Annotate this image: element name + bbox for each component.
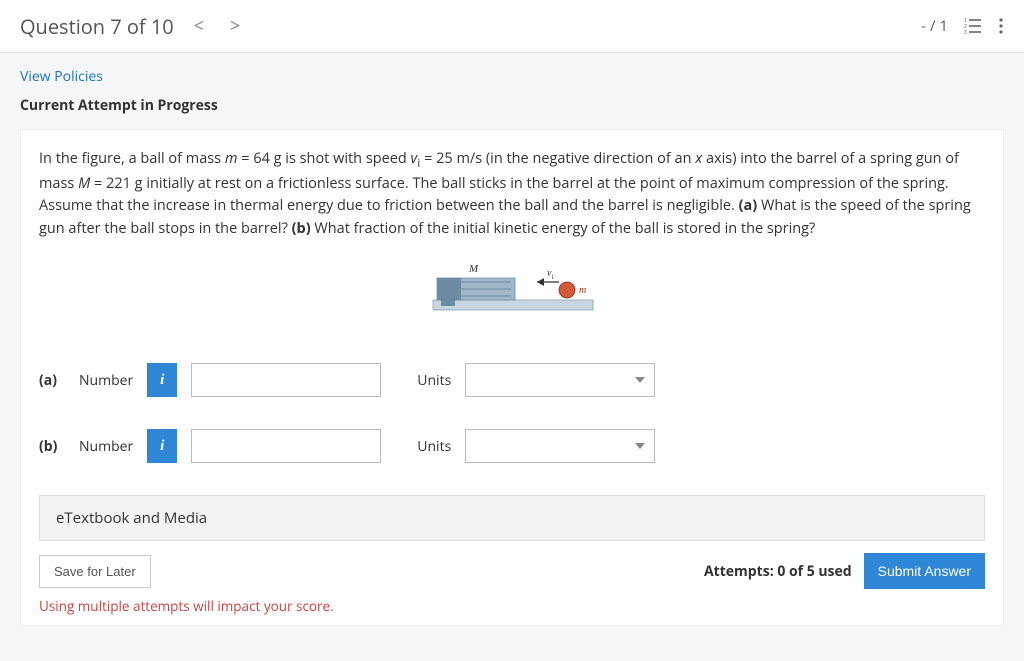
units-label-b: Units [417,437,451,456]
etextbook-media-button[interactable]: eTextbook and Media [39,495,985,541]
answer-row-a: (a) Number i Units [39,363,985,397]
footer-right: Attempts: 0 of 5 used Submit Answer [704,553,985,589]
qtext-pre: In the figure, a ball of mass [39,149,225,168]
score-display: - / 1 [921,16,948,36]
info-button-b[interactable]: i [147,429,177,463]
number-input-a[interactable] [191,363,381,397]
question-header: Question 7 of 10 < > - / 1 123 [0,0,1024,53]
part-b-label: (b) [292,219,311,238]
info-button-a[interactable]: i [147,363,177,397]
number-label-b: Number [79,437,133,456]
units-select-b[interactable] [465,429,655,463]
save-for-later-button[interactable]: Save for Later [39,555,151,588]
figure-m-label: m [579,285,586,296]
footer: Save for Later Attempts: 0 of 5 used Sub… [39,553,985,589]
qtext-m-eq: = 64 g is shot with speed [238,149,411,168]
attempts-text: Attempts: 0 of 5 used [704,562,852,581]
header-right: - / 1 123 [921,16,1004,36]
view-policies-link[interactable]: View Policies [20,67,103,86]
svg-text:3: 3 [964,30,967,34]
qtext-v-eq: = 25 m/s (in the negative direction of a… [420,149,695,168]
submit-answer-button[interactable]: Submit Answer [864,553,985,589]
question-body: In the figure, a ball of mass m = 64 g i… [20,129,1004,626]
question-title: Question 7 of 10 [20,13,174,40]
list-icon[interactable]: 123 [964,18,982,34]
svg-text:vi: vi [547,268,553,281]
next-question-button[interactable]: > [224,12,246,40]
figure-v-sub: i [551,273,553,281]
var-m: m [225,149,238,168]
answer-row-b: (b) Number i Units [39,429,985,463]
part-b-q: What fraction of the initial kinetic ene… [311,219,816,238]
number-input-b[interactable] [191,429,381,463]
content-area: View Policies Current Attempt in Progres… [0,53,1024,626]
impact-note: Using multiple attempts will impact your… [39,597,985,615]
figure: M vi m [39,262,985,323]
number-label-a: Number [79,371,133,390]
more-icon[interactable] [998,17,1004,35]
figure-M-label: M [468,263,479,275]
units-label-a: Units [417,371,451,390]
header-left: Question 7 of 10 < > [20,12,246,40]
part-b: (b) [39,437,65,456]
prev-question-button[interactable]: < [188,12,210,40]
part-a: (a) [39,371,65,390]
attempt-header: Current Attempt in Progress [20,96,1004,115]
units-select-a[interactable] [465,363,655,397]
part-a-label: (a) [739,196,758,215]
var-M: M [78,174,90,193]
answers: (a) Number i Units (b) Number i Units [39,363,985,463]
question-text: In the figure, a ball of mass m = 64 g i… [39,148,985,240]
